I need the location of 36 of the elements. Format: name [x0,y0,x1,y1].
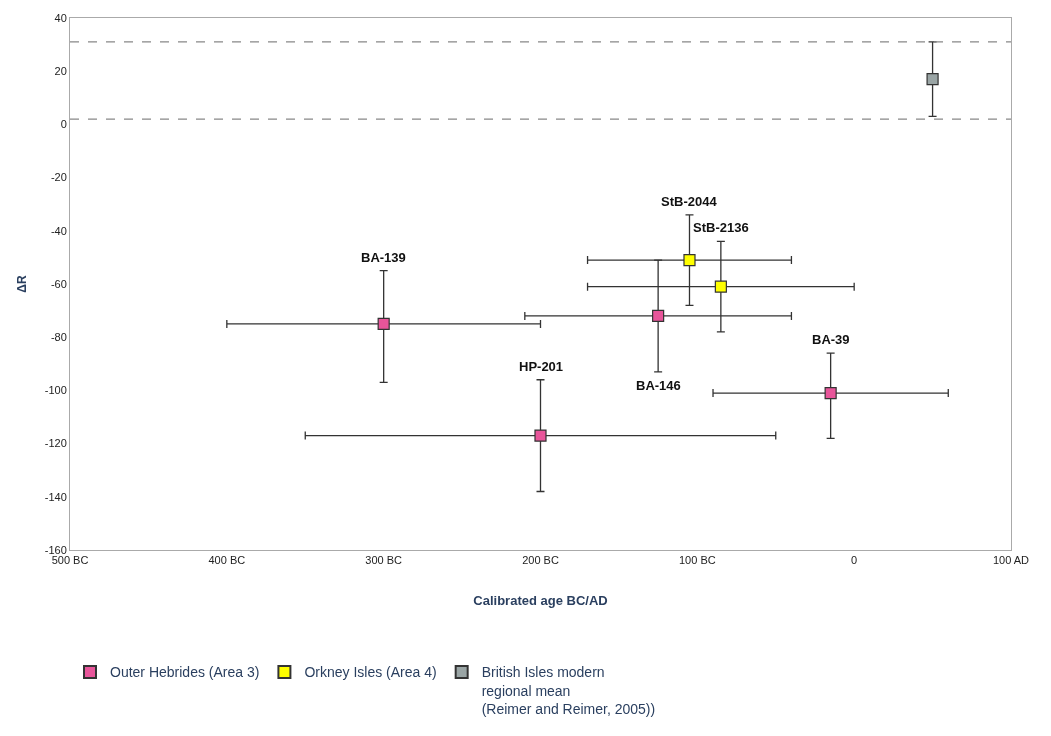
x-tick-label: 200 BC [522,554,559,567]
y-tick-label: -160 [44,543,67,556]
annotation: BA-146 [636,378,681,393]
point [377,317,390,330]
point [824,386,837,400]
y-tick-label: 0 [60,118,67,131]
y-tick-label: -20 [50,171,67,184]
x-tick-label: 500 BC [51,554,89,567]
point [714,280,727,293]
annotation: HP-201 [519,359,564,374]
y-tick-label: 20 [54,65,67,78]
point [534,429,547,442]
y-tick-label: -100 [44,384,67,397]
annotation: BA-139 [361,250,406,265]
legend-label: Orkney Isles (Area 4) [304,664,437,681]
point [926,73,939,86]
y-tick-label: -120 [44,437,67,450]
legend-label: Outer Hebrides (Area 3) [110,664,260,681]
x-tick-label: 100 BC [678,554,716,567]
x-tick-label: 100 AD [992,554,1030,567]
y-tick-label: 40 [54,11,67,24]
y-tick-label: -60 [50,277,67,290]
annotation: StB-2044 [661,194,718,209]
point [683,253,696,267]
point [652,309,665,323]
y-tick-label: -140 [44,490,67,503]
x-tick-label: 400 BC [208,554,246,567]
annotation: StB-2136 [693,220,749,235]
x-tick-label: 0 [851,554,858,567]
legend-label: British Isles modern regional mean (Reimer and Reimer, 2005)) [481,664,656,717]
x-tick-label: 300 BC [365,554,403,567]
annotation: BA-39 [812,332,850,347]
y-tick-label: -80 [50,331,67,344]
y-axis-title: ΔR [15,275,30,293]
y-tick-label: -40 [50,224,67,237]
x-axis-title: Calibrated age BC/AD [473,592,608,608]
